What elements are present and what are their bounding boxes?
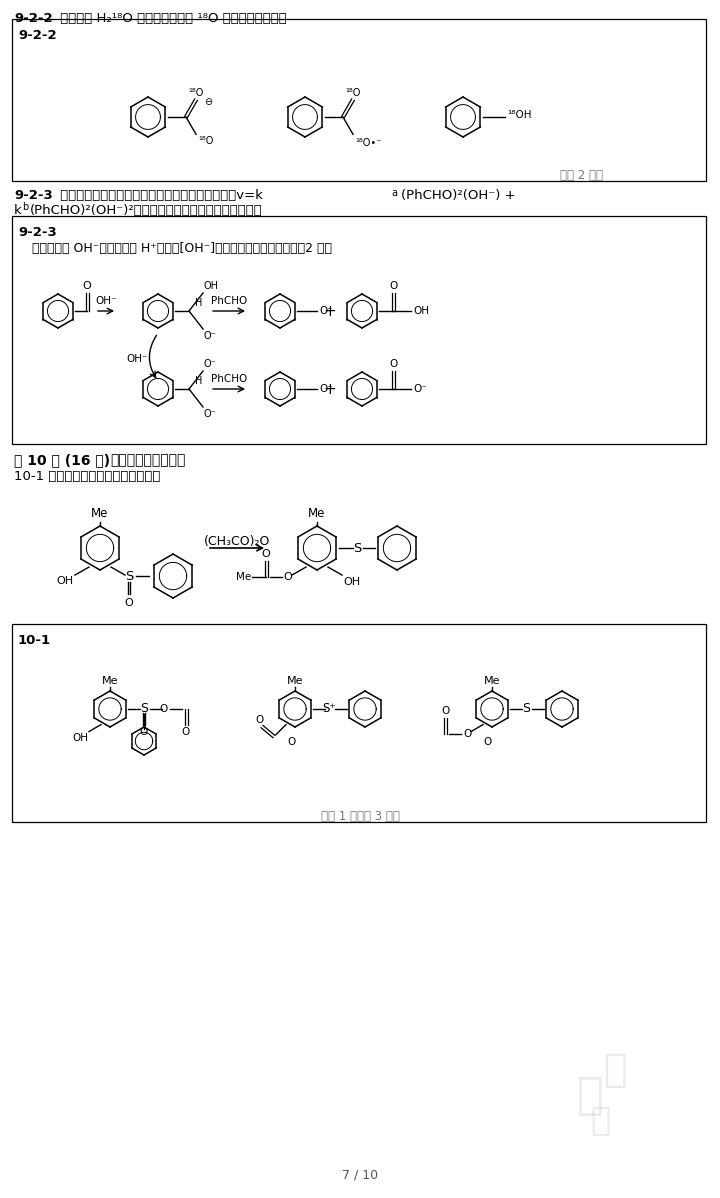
Text: H: H: [195, 298, 202, 308]
Text: 当反应在 H₂¹⁸O 中进行，画出含 ¹⁸O 产物的结构简式。: 当反应在 H₂¹⁸O 中进行，画出含 ¹⁸O 产物的结构简式。: [56, 12, 287, 25]
Text: 9-2-2: 9-2-2: [18, 29, 57, 42]
Text: （各 1 分，共 3 分）: （各 1 分，共 3 分）: [320, 810, 400, 823]
Text: O: O: [160, 704, 168, 714]
Text: k: k: [14, 204, 22, 217]
Text: O: O: [389, 359, 397, 369]
Text: 反应中间体和反应式: 反应中间体和反应式: [110, 453, 185, 467]
Text: Me: Me: [484, 676, 500, 686]
Text: O: O: [261, 549, 271, 559]
Text: ¹⁸O: ¹⁸O: [189, 87, 204, 98]
Text: +: +: [323, 303, 336, 319]
Text: S: S: [353, 541, 361, 555]
Text: O⁻: O⁻: [319, 305, 333, 316]
Text: 动力学研究发现，该反应的速率方程可以表达为：v=k: 动力学研究发现，该反应的速率方程可以表达为：v=k: [56, 189, 263, 202]
Text: b: b: [22, 202, 28, 212]
Bar: [12, 216, 706, 444]
Text: S: S: [140, 702, 148, 714]
Text: OH: OH: [72, 733, 88, 743]
Text: O: O: [484, 737, 492, 748]
Text: O⁻: O⁻: [204, 331, 217, 341]
Text: (PhCHO)²(OH⁻)²。解释此方程中出现这两项的原因。: (PhCHO)²(OH⁻)²。解释此方程中出现这两项的原因。: [30, 204, 263, 217]
Text: O⁻: O⁻: [204, 359, 217, 369]
Text: O: O: [463, 728, 471, 739]
Text: O: O: [182, 727, 190, 737]
Bar: [12, 624, 706, 822]
Text: 圈: 圈: [590, 1103, 610, 1137]
Text: O: O: [83, 282, 91, 291]
Text: Me: Me: [235, 573, 251, 582]
Text: Me: Me: [102, 676, 118, 686]
Text: 案: 案: [603, 1051, 626, 1089]
Text: （共 2 分）: （共 2 分）: [560, 169, 603, 182]
Text: O: O: [287, 737, 295, 748]
Text: 10-1 请为以下转换提供合理中间体。: 10-1 请为以下转换提供合理中间体。: [14, 470, 161, 483]
Text: O⁻: O⁻: [319, 385, 333, 394]
Text: OH: OH: [57, 576, 74, 586]
Text: ¹⁸O: ¹⁸O: [346, 87, 361, 98]
Text: ¹⁸OH: ¹⁸OH: [507, 110, 531, 120]
Text: ¹⁸O•⁻: ¹⁸O•⁻: [355, 138, 382, 149]
Text: O: O: [140, 727, 148, 737]
Text: 9-2-3: 9-2-3: [14, 189, 53, 202]
Text: OH: OH: [204, 282, 219, 291]
Text: 中间体可被 OH⁻进一步拔去 H⁺，因而[OH⁻]同时存在一次和二次项。（2 分）: 中间体可被 OH⁻进一步拔去 H⁺，因而[OH⁻]同时存在一次和二次项。（2 分…: [32, 242, 332, 255]
Text: (PhCHO)²(OH⁻) +: (PhCHO)²(OH⁻) +: [401, 189, 516, 202]
Text: (CH₃CO)₂O: (CH₃CO)₂O: [204, 536, 270, 547]
Text: OH⁻: OH⁻: [95, 296, 117, 305]
Text: O: O: [255, 714, 263, 725]
Text: Me: Me: [308, 507, 325, 520]
Bar: [12, 19, 706, 181]
Text: S⁺: S⁺: [323, 702, 336, 714]
Text: a: a: [391, 188, 397, 198]
Text: OH: OH: [343, 577, 360, 587]
Text: PhCHO: PhCHO: [211, 296, 247, 305]
Text: H: H: [195, 376, 202, 386]
Text: OH⁻: OH⁻: [127, 353, 148, 364]
Text: Me: Me: [287, 676, 303, 686]
Text: 7 / 10: 7 / 10: [342, 1168, 378, 1181]
Text: O: O: [125, 598, 133, 609]
Text: 9-2-2: 9-2-2: [14, 12, 53, 25]
Text: PhCHO: PhCHO: [211, 374, 247, 385]
Text: 第 10 题 (16 分): 第 10 题 (16 分): [14, 453, 115, 467]
Text: +: +: [323, 381, 336, 397]
Text: S: S: [522, 702, 530, 714]
Text: 9-2-3: 9-2-3: [18, 226, 57, 238]
Text: Me: Me: [91, 507, 109, 520]
Text: O: O: [389, 282, 397, 291]
Text: O⁻: O⁻: [413, 385, 427, 394]
Text: 答: 答: [577, 1073, 603, 1117]
Text: O: O: [284, 573, 292, 582]
Text: 10-1: 10-1: [18, 634, 51, 647]
Text: S: S: [125, 569, 133, 582]
Text: ¹⁸O: ¹⁸O: [198, 137, 213, 146]
Text: O⁻: O⁻: [204, 409, 217, 419]
Text: OH: OH: [413, 305, 429, 316]
Text: ⊖: ⊖: [204, 97, 212, 107]
Text: O: O: [441, 706, 449, 715]
